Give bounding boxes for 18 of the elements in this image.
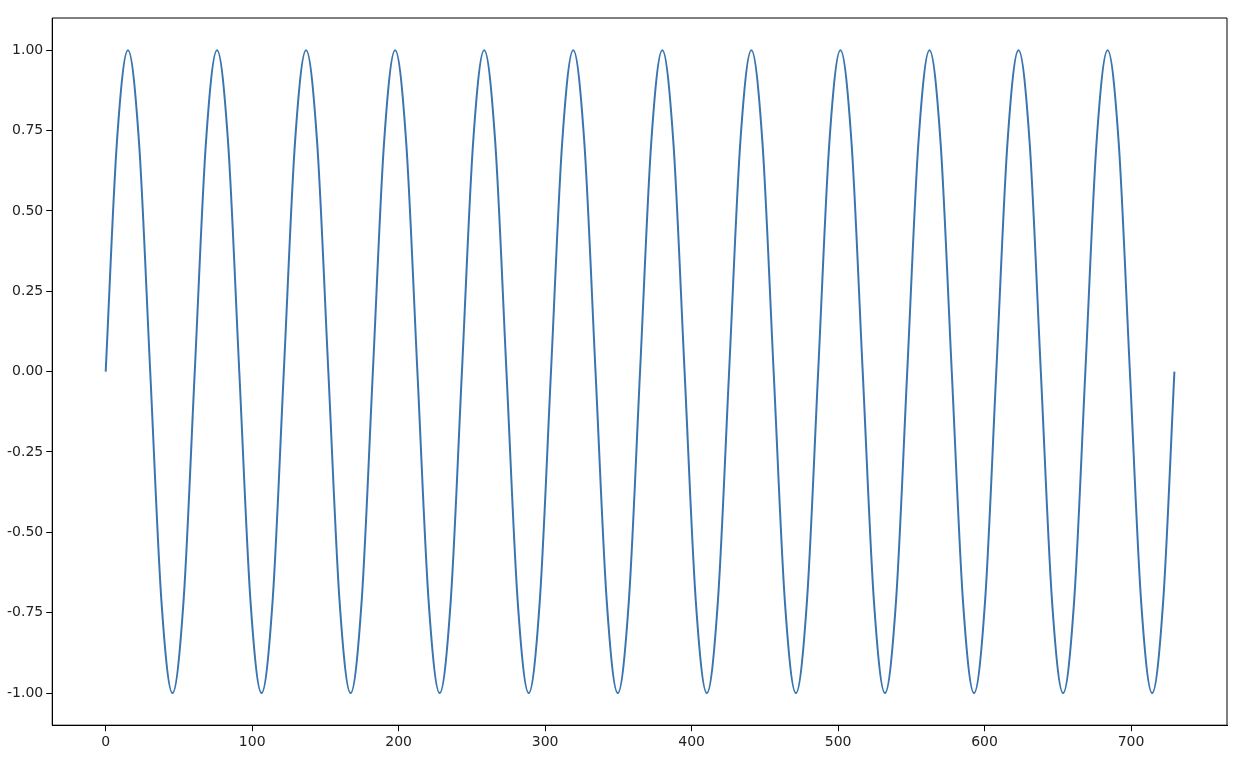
y-tick-label: -1.00	[6, 683, 44, 700]
x-tick-label: 600	[971, 733, 998, 750]
x-tick-label: 200	[385, 733, 413, 750]
x-tick-label: 700	[1117, 733, 1145, 750]
y-tick-label: -0.75	[6, 603, 44, 620]
x-tick-label: 100	[238, 733, 266, 750]
y-tick-label: 0.75	[12, 121, 44, 138]
y-tick-label: -0.25	[6, 442, 44, 459]
y-tick-label: -0.50	[6, 522, 44, 539]
x-tick-label: 400	[678, 733, 705, 750]
x-tick-label: 300	[531, 733, 559, 750]
x-tick-label: 500	[824, 733, 852, 750]
y-tick-label: 0.25	[12, 281, 44, 298]
y-tick-label: 0.50	[12, 201, 44, 218]
x-tick-label: 0	[101, 733, 111, 750]
y-tick-label: 0.00	[12, 362, 44, 379]
line-series	[104, 49, 1176, 695]
y-tick-label: 1.00	[12, 40, 44, 57]
